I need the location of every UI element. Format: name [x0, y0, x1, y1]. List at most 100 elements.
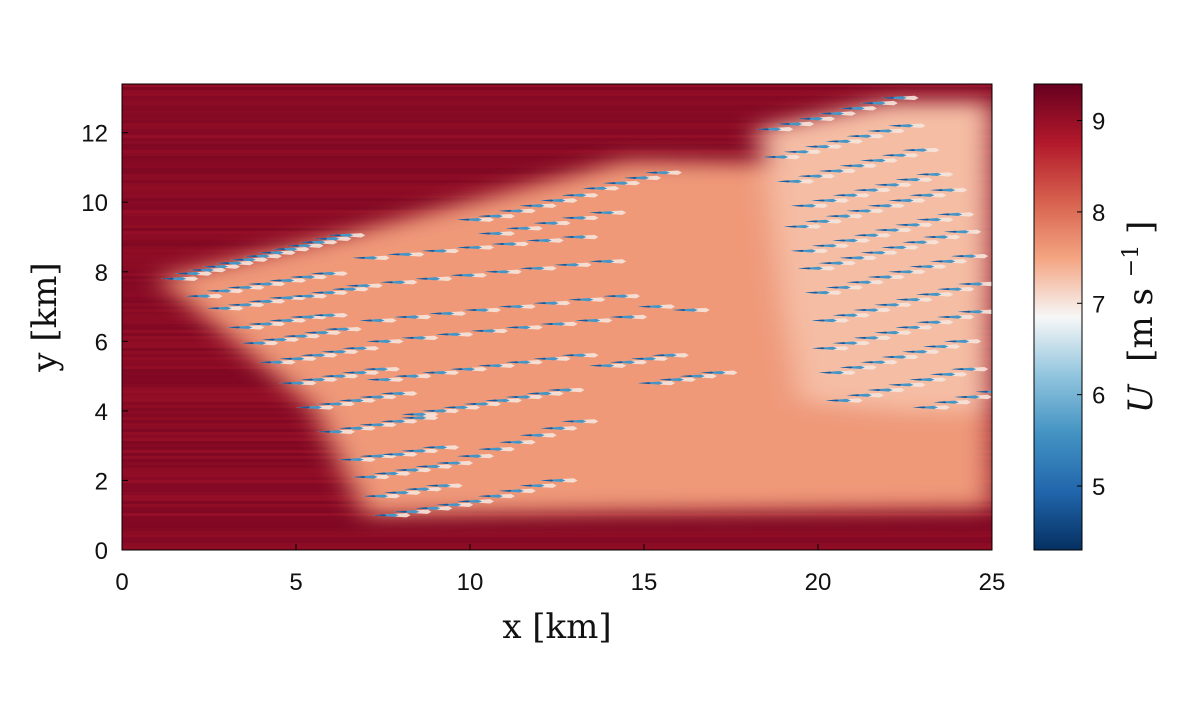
turbine-wake [804, 144, 843, 149]
turbine-wake [532, 356, 571, 361]
turbine-wake [497, 208, 536, 214]
turbine-wake [476, 446, 515, 452]
freestream-streak [122, 102, 992, 105]
turbine-wake [818, 168, 856, 174]
turbine-wake [790, 248, 829, 254]
turbine-wake [226, 285, 265, 290]
turbine-wake [372, 513, 411, 518]
freestream-streak [122, 537, 992, 540]
turbine-wake [205, 288, 244, 294]
turbine-wake [268, 318, 307, 323]
turbine-wake [553, 262, 592, 268]
turbine-wake [838, 365, 877, 370]
freestream-streak [122, 129, 992, 132]
turbine-wake [950, 366, 989, 372]
freestream-streak [122, 174, 992, 177]
turbine-wake [278, 380, 317, 386]
turbine-wake [852, 335, 891, 341]
freestream-streak [122, 120, 992, 123]
freestream-streak [122, 525, 992, 528]
turbine-wake [386, 252, 425, 257]
turbine-wake [957, 309, 992, 314]
turbine-wake [936, 314, 975, 320]
turbine-wake [476, 213, 515, 219]
x-tick-label: 25 [979, 569, 1006, 596]
colorbar-tick-label: 5 [1092, 474, 1105, 501]
turbine-wake [644, 170, 682, 175]
x-tick-label: 15 [631, 569, 658, 596]
turbine-wake [818, 260, 856, 266]
freestream-streak [122, 90, 992, 93]
turbine-wake [908, 377, 947, 382]
turbine-wake [845, 133, 884, 139]
turbine-wake [950, 253, 989, 259]
turbine-wake [476, 231, 515, 236]
turbine-wake [811, 346, 850, 351]
turbine-wake [657, 377, 696, 382]
turbine-wake [866, 203, 905, 208]
turbine-wake [337, 457, 376, 462]
freestream-streak [122, 165, 992, 168]
colorbar-tick-label: 7 [1092, 291, 1105, 318]
y-tick-label: 4 [95, 399, 108, 426]
turbine-wake [824, 398, 863, 403]
colorbar-label-symbol: U [1121, 383, 1161, 413]
turbine-wake [330, 286, 369, 292]
turbine-wake [932, 400, 971, 405]
y-tick-label: 0 [95, 538, 108, 565]
freestream-streak [122, 168, 992, 171]
freestream-streak [122, 105, 992, 108]
freestream-streak [122, 177, 992, 180]
turbine-wake [880, 354, 919, 360]
turbine-wake [456, 453, 495, 459]
turbine-wake [609, 314, 648, 320]
freestream-streak [122, 99, 992, 102]
turbine-wake [456, 217, 495, 222]
turbine-wake [337, 426, 376, 431]
turbine-wake [894, 325, 933, 330]
colorbar-label-unit: [m s [1121, 288, 1161, 362]
freestream-streak [122, 171, 992, 174]
freestream-streak [122, 516, 992, 519]
freestream-streak [122, 111, 992, 114]
freestream-streak [122, 123, 992, 126]
turbine-wake [372, 471, 411, 476]
turbine-wake [838, 106, 877, 111]
turbine-wake [268, 295, 307, 301]
freestream-streak [122, 540, 992, 543]
y-axis-ticks: 0 2 4 6 8 10 12 [81, 121, 128, 565]
turbine-wake [435, 460, 474, 466]
turbine-wake [525, 238, 564, 243]
turbine-wake [414, 464, 453, 469]
colorbar-ticks: 5 6 7 8 9 [1077, 109, 1105, 501]
turbine-wake [365, 377, 404, 382]
turbine-wake [421, 408, 460, 414]
colorbar-gradient [1034, 84, 1082, 550]
turbine-wake [435, 502, 474, 507]
turbine-wake [915, 320, 954, 325]
turbine-wake [922, 234, 961, 240]
turbine-wake [393, 314, 432, 320]
turbine-wake [560, 419, 599, 424]
turbine-wake [546, 387, 585, 393]
turbine-wake [327, 233, 366, 238]
turbine-wake [188, 267, 227, 273]
turbine-wake [804, 219, 843, 224]
turbine-wake [908, 264, 947, 269]
turbine-wake [532, 300, 571, 306]
turbine-wake [184, 293, 223, 299]
turbine-wake [257, 360, 296, 365]
turbine-wake [567, 297, 606, 302]
turbine-wake [421, 248, 460, 254]
y-tick-label: 8 [95, 260, 108, 287]
turbine-wake [831, 238, 870, 243]
turbine-wake [866, 128, 905, 134]
turbine-wake [358, 422, 397, 428]
freestream-streak [122, 114, 992, 117]
turbine-wake [845, 393, 884, 398]
colorbar-frame [1033, 83, 1083, 551]
turbine-wake [351, 255, 390, 261]
turbine-wake [894, 177, 933, 182]
x-tick-label: 5 [289, 569, 302, 596]
colorbar-label-close: ] [1121, 221, 1161, 234]
